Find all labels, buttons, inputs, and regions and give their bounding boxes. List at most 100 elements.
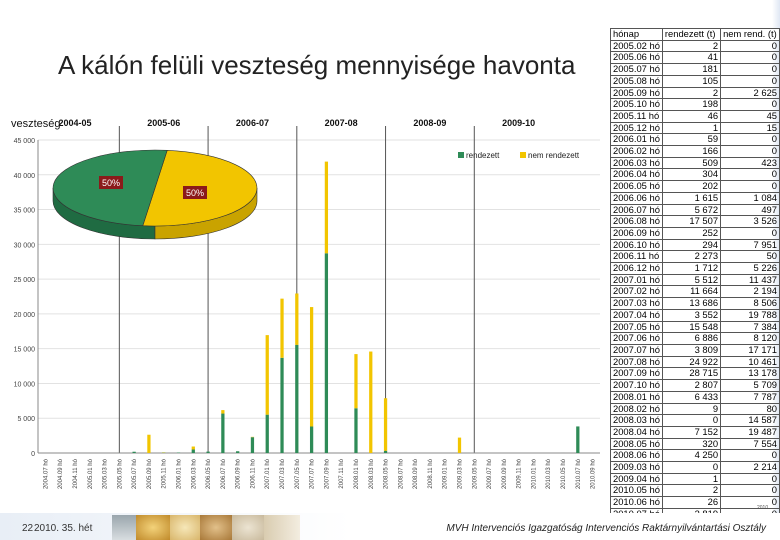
period-label: 2004-05	[58, 118, 91, 128]
bar-nem-rendezett	[324, 161, 329, 254]
x-tick-label: 2009.01 hó	[443, 458, 449, 489]
table-cell-month: 2009.04 hó	[610, 472, 663, 486]
bar-rendezett	[280, 357, 284, 453]
x-tick-label: 2009.05 hó	[472, 458, 478, 489]
bar-rendezett	[309, 426, 314, 453]
period-label: 2005-06	[147, 118, 180, 128]
x-tick-label: 2007.05 hó	[295, 458, 301, 489]
x-tick-label: 2008.11 hó	[428, 458, 434, 488]
y-tick-label: 0	[31, 451, 35, 458]
x-tick-label: 2006.09 hó	[236, 458, 242, 489]
table-row: 2006.05 hó 202 0	[610, 180, 780, 193]
table-row: 2009.03 hó 0 2 214	[610, 461, 780, 474]
bar-nem-rendezett	[191, 446, 195, 450]
table-cell-unsettled: 0	[720, 168, 780, 182]
table-row: 2006.06 hó 1 615 1 084	[610, 191, 780, 205]
bar-rendezett	[295, 344, 299, 453]
table-row: 2007.05 hó 15 548 7 384	[610, 320, 780, 334]
slide-title: A kálón felüli veszteség mennyisége havo…	[58, 50, 576, 80]
bar-rendezett	[250, 437, 255, 453]
x-tick-label: 2006.07 hó	[221, 458, 227, 489]
monthly-loss-table: hónap rendezett (t) nem rend. (t) 2005.0…	[610, 28, 780, 533]
bar-rendezett	[576, 426, 580, 453]
table-cell-settled: 3 552	[661, 308, 722, 322]
table-cell-month: 2005.10 hó	[610, 98, 663, 111]
table-cell-unsettled: 423	[720, 156, 780, 170]
x-tick-label: 2010.09 hó	[591, 458, 597, 489]
y-tick-label: 40 000	[14, 173, 36, 180]
x-tick-label: 2007.03 hó	[280, 458, 286, 489]
bar-rendezett	[265, 414, 269, 453]
table-row: 2010.06 hó 26 0	[610, 496, 780, 509]
table-cell-unsettled: 7 554	[720, 437, 780, 451]
y-tick-label: 20 000	[14, 312, 36, 319]
table-cell-settled: 5 512	[661, 273, 722, 287]
x-tick-label: 2005.09 hó	[147, 458, 153, 489]
table-cell-settled: 2	[661, 39, 722, 53]
x-tick-label: 2007.07 hó	[310, 458, 316, 489]
x-tick-label: 2008.03 hó	[369, 458, 375, 489]
table-cell-unsettled: 17 171	[720, 343, 780, 357]
table-cell-month: 2006.01 hó	[610, 133, 663, 147]
x-tick-label: 2006.03 hó	[191, 458, 197, 489]
table-row: 2005.11 hó 46 45	[610, 109, 780, 123]
table-row: 2006.07 hó 5 672 497	[610, 203, 780, 217]
table-cell-settled: 304	[661, 168, 722, 182]
table-cell-settled: 2 273	[661, 250, 722, 264]
table-cell-unsettled: 0	[720, 472, 780, 486]
table-header-month: hónap	[610, 28, 663, 41]
table-row: 2007.09 hó 28 715 13 178	[610, 367, 780, 381]
table-row: 2006.09 hó 252 0	[610, 226, 780, 240]
y-axis-label: veszteség	[11, 118, 61, 130]
table-cell-month: 2005.11 hó	[610, 109, 663, 123]
bar-nem-rendezett	[147, 434, 151, 453]
table-cell-settled: 1 712	[661, 262, 722, 275]
x-tick-label: 2010.07 hó	[576, 458, 582, 489]
table-cell-unsettled: 0	[720, 180, 780, 193]
bar-rendezett	[383, 450, 388, 453]
legend-swatch-nem-rendezett	[520, 152, 526, 158]
period-label: 2008-09	[413, 118, 446, 128]
table-cell-settled: 2	[661, 86, 722, 100]
table-cell-month: 2005.07 hó	[610, 63, 663, 76]
table-cell-month: 2006.07 hó	[610, 203, 663, 217]
x-tick-label: 2005.07 hó	[132, 458, 138, 489]
table-cell-month: 2006.12 hó	[610, 262, 663, 275]
table-row: 2005.12 hó 1 15	[610, 121, 780, 135]
table-cell-month: 2009.03 hó	[610, 461, 663, 474]
bar-nem-rendezett	[369, 351, 373, 453]
x-tick-label: 2005.03 hó	[103, 458, 109, 489]
x-tick-label: 2005.05 hó	[117, 458, 123, 489]
y-tick-label: 30 000	[14, 242, 36, 249]
table-cell-month: 2006.06 hó	[610, 191, 663, 205]
table-cell-unsettled: 0	[720, 449, 780, 463]
table-cell-month: 2007.02 hó	[610, 285, 663, 299]
table-cell-unsettled: 2 625	[720, 86, 780, 100]
bar-nem-rendezett	[383, 398, 388, 451]
table-row: 2008.06 hó 4 250 0	[610, 449, 780, 463]
table-cell-unsettled: 0	[720, 133, 780, 147]
table-cell-unsettled: 10 461	[720, 355, 780, 369]
table-cell-unsettled: 3 526	[720, 215, 780, 228]
table-row: 2008.01 hó 6 433 7 787	[610, 390, 780, 404]
table-cell-unsettled: 80	[720, 402, 780, 416]
table-cell-settled: 11 664	[661, 285, 722, 299]
bar-nem-rendezett	[457, 437, 462, 453]
table-cell-month: 2007.10 hó	[610, 379, 663, 392]
footer-organization: MVH Intervenciós Igazgatóság Intervenció…	[446, 523, 766, 534]
table-cell-settled: 181	[661, 63, 722, 76]
table-row: 2008.05 hó 320 7 554	[610, 437, 780, 451]
table-cell-month: 2008.06 hó	[610, 449, 663, 463]
x-tick-label: 2008.01 hó	[354, 458, 360, 489]
table-cell-unsettled: 0	[720, 145, 780, 158]
table-cell-unsettled: 0	[720, 496, 780, 509]
bar-rendezett	[324, 253, 329, 453]
table-cell-month: 2007.06 hó	[610, 332, 663, 345]
table-cell-settled: 202	[661, 180, 722, 193]
y-tick-label: 25 000	[14, 277, 36, 284]
table-row: 2007.07 hó 3 809 17 171	[610, 343, 780, 357]
table-cell-unsettled: 497	[720, 203, 780, 217]
table-cell-month: 2007.04 hó	[610, 308, 663, 322]
x-tick-label: 2006.01 hó	[177, 458, 183, 489]
period-label: 2006-07	[236, 118, 269, 128]
